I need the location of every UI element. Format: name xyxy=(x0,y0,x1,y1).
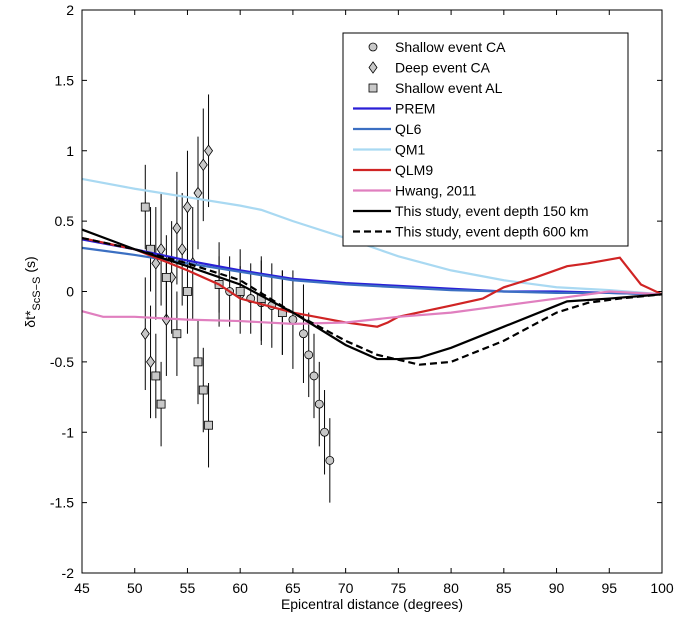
series-line xyxy=(81,290,663,325)
series-line xyxy=(81,228,663,361)
point xyxy=(204,420,213,430)
legend-label: QLM9 xyxy=(395,162,433,178)
point xyxy=(204,144,214,158)
point xyxy=(172,329,182,339)
point xyxy=(304,350,314,360)
series-line xyxy=(81,236,663,366)
x-tick-label: 55 xyxy=(180,580,196,596)
point xyxy=(368,83,378,93)
y-tick-label: 2 xyxy=(66,2,74,18)
series-line xyxy=(81,236,663,328)
legend-label: This study, event depth 600 km xyxy=(395,224,589,240)
point xyxy=(277,308,287,318)
y-tick-label: 1 xyxy=(66,143,74,159)
y-label-unit: (s) xyxy=(22,256,38,272)
x-tick-label: 60 xyxy=(232,580,248,596)
legend-label: Deep event CA xyxy=(395,60,491,76)
x-tick-label: 80 xyxy=(443,580,459,596)
point xyxy=(314,399,324,409)
point xyxy=(140,327,150,341)
point xyxy=(151,257,161,270)
point xyxy=(198,158,208,172)
point xyxy=(140,202,150,212)
point xyxy=(368,61,378,74)
point xyxy=(325,455,335,465)
y-tick-label: 1.5 xyxy=(55,72,75,88)
y-tick-label: 0.5 xyxy=(55,213,75,229)
x-tick-label: 70 xyxy=(338,580,354,596)
point xyxy=(161,273,171,282)
x-tick-label: 75 xyxy=(391,580,407,596)
point xyxy=(183,287,192,296)
legend-label: Shallow event AL xyxy=(395,80,503,96)
plot-frame xyxy=(81,9,663,574)
y-tick-label: -1 xyxy=(62,424,75,440)
point xyxy=(368,42,378,52)
point xyxy=(235,287,245,296)
point xyxy=(156,399,166,409)
y-axis-label-group: δt*ScS−S (s) xyxy=(22,256,43,327)
legend-label: QM1 xyxy=(395,142,426,158)
x-tick-label: 100 xyxy=(650,580,674,596)
y-axis-label: δt*ScS−S (s) xyxy=(22,256,43,327)
x-tick-label: 90 xyxy=(549,580,565,596)
point xyxy=(193,357,203,367)
y-label-sub: ScS−S xyxy=(31,277,43,311)
point xyxy=(177,242,187,256)
point xyxy=(182,200,192,214)
series-line xyxy=(81,238,663,296)
y-tick-label: 0 xyxy=(66,284,74,300)
legend: Shallow event CA Deep event CA Shallow eve… xyxy=(342,32,629,247)
legend-box xyxy=(342,32,629,247)
legend-label: This study, event depth 150 km xyxy=(395,203,589,219)
legend-label: Shallow event CA xyxy=(395,39,506,55)
x-tick-label: 45 xyxy=(74,580,90,596)
y-tick-label: -0.5 xyxy=(50,354,74,370)
y-tick-label: -1.5 xyxy=(50,495,74,511)
point xyxy=(198,385,208,395)
point xyxy=(146,355,156,369)
legend-label: PREM xyxy=(395,101,435,117)
point xyxy=(172,221,182,235)
x-tick-label: 85 xyxy=(496,580,512,596)
x-tick-label: 50 xyxy=(127,580,143,596)
point xyxy=(288,315,298,325)
y-tick-label: -2 xyxy=(62,565,75,581)
legend-label: Hwang, 2011 xyxy=(395,183,477,199)
y-label-main: δt* xyxy=(22,310,38,328)
x-axis-label: Epicentral distance (degrees) xyxy=(281,596,463,612)
x-tick-label: 65 xyxy=(285,580,301,596)
point xyxy=(151,371,161,381)
legend-label: QL6 xyxy=(395,121,422,137)
point xyxy=(320,427,329,437)
x-tick-label: 95 xyxy=(601,580,617,596)
point xyxy=(299,329,308,339)
point xyxy=(193,186,203,200)
point xyxy=(309,371,319,381)
